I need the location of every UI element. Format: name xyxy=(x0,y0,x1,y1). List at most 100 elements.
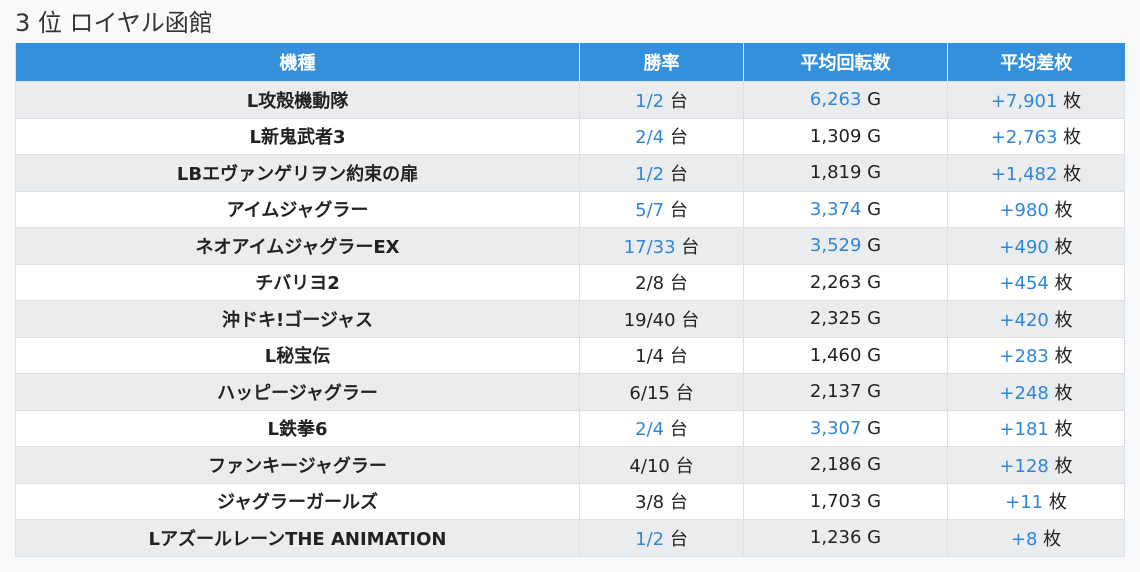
win-rate-cell: 3/8 台 xyxy=(579,482,744,520)
unit: G xyxy=(867,308,882,330)
unit: 台 xyxy=(681,309,700,331)
win-rate-cell: 1/2 台 xyxy=(579,81,744,119)
win-rate-cell: 2/8 台 xyxy=(579,263,744,301)
win-rate: 1/2 xyxy=(635,90,665,112)
win-rate: 2/4 xyxy=(635,127,665,149)
win-rate-cell: 1/4 台 xyxy=(579,336,744,374)
avg-diff-cell: +1,482 枚 xyxy=(947,154,1125,192)
machine-name[interactable]: ネオアイムジャグラーEX xyxy=(15,227,580,265)
machine-name[interactable]: ファンキージャグラー xyxy=(15,446,580,484)
table-row: ジャグラーガールズ 3/8 台 1,703 G +11 枚 xyxy=(15,482,1125,520)
avg-spins: 3,374 xyxy=(809,198,862,220)
avg-spins: 1,309 xyxy=(809,125,862,147)
unit: 枚 xyxy=(1043,528,1062,550)
avg-diff: +283 xyxy=(999,346,1049,368)
table-header: 機種 勝率 平均回転数 平均差枚 xyxy=(15,43,1125,82)
avg-spins-cell: 3,374 G xyxy=(743,190,948,228)
header-machine[interactable]: 機種 xyxy=(15,43,580,82)
avg-spins: 6,263 xyxy=(809,89,862,111)
avg-spins-cell: 3,307 G xyxy=(743,409,948,447)
unit: 枚 xyxy=(1054,382,1073,404)
avg-diff: +420 xyxy=(999,309,1049,331)
unit: G xyxy=(867,198,882,220)
avg-diff-cell: +2,763 枚 xyxy=(947,117,1125,155)
machine-name[interactable]: L鉄拳6 xyxy=(15,409,580,447)
unit: G xyxy=(867,344,882,366)
machine-ranking-table: 機種 勝率 平均回転数 平均差枚 L攻殻機動隊 1/2 台 6,263 G +7… xyxy=(15,43,1125,557)
win-rate-cell: 19/40 台 xyxy=(579,300,744,338)
table-row: ファンキージャグラー 4/10 台 2,186 G +128 枚 xyxy=(15,446,1125,484)
win-rate: 1/2 xyxy=(635,528,665,550)
avg-spins: 1,460 xyxy=(809,344,862,366)
win-rate-cell: 1/2 台 xyxy=(579,519,744,557)
win-rate: 2/4 xyxy=(635,419,665,441)
unit: G xyxy=(867,381,882,403)
unit: 枚 xyxy=(1054,309,1073,331)
table-row: アイムジャグラー 5/7 台 3,374 G +980 枚 xyxy=(15,190,1125,228)
unit: G xyxy=(867,527,882,549)
unit: 台 xyxy=(675,382,694,404)
machine-name[interactable]: LアズールレーンTHE ANIMATION xyxy=(15,519,580,557)
unit: 枚 xyxy=(1054,419,1073,441)
avg-diff-cell: +248 枚 xyxy=(947,373,1125,411)
win-rate-cell: 2/4 台 xyxy=(579,117,744,155)
unit: 枚 xyxy=(1054,455,1073,477)
avg-diff-cell: +490 枚 xyxy=(947,227,1125,265)
unit: 台 xyxy=(669,163,688,185)
win-rate: 1/4 xyxy=(635,346,665,368)
machine-name[interactable]: 沖ドキ!ゴージャス xyxy=(15,300,580,338)
unit: 台 xyxy=(669,200,688,222)
unit: 枚 xyxy=(1054,236,1073,258)
win-rate-cell: 5/7 台 xyxy=(579,190,744,228)
win-rate: 3/8 xyxy=(635,492,665,514)
unit: 台 xyxy=(669,492,688,514)
unit: G xyxy=(867,271,882,293)
win-rate-cell: 1/2 台 xyxy=(579,154,744,192)
avg-diff: +490 xyxy=(999,236,1049,258)
avg-spins-cell: 2,325 G xyxy=(743,300,948,338)
avg-spins: 2,325 xyxy=(809,308,862,330)
unit: G xyxy=(867,162,882,184)
avg-diff-cell: +7,901 枚 xyxy=(947,81,1125,119)
avg-diff-cell: +283 枚 xyxy=(947,336,1125,374)
avg-spins-cell: 1,236 G xyxy=(743,519,948,557)
unit: 台 xyxy=(669,528,688,550)
table-row: L新鬼武者3 2/4 台 1,309 G +2,763 枚 xyxy=(15,117,1125,155)
header-win-rate[interactable]: 勝率 xyxy=(579,43,744,82)
machine-name[interactable]: ハッピージャグラー xyxy=(15,373,580,411)
unit: 台 xyxy=(681,236,700,258)
avg-spins-cell: 6,263 G xyxy=(743,81,948,119)
unit: 台 xyxy=(669,346,688,368)
win-rate: 19/40 xyxy=(623,309,676,331)
machine-name[interactable]: L秘宝伝 xyxy=(15,336,580,374)
avg-diff-cell: +8 枚 xyxy=(947,519,1125,557)
machine-name[interactable]: L新鬼武者3 xyxy=(15,117,580,155)
avg-diff: +980 xyxy=(999,200,1049,222)
header-avg-spins[interactable]: 平均回転数 xyxy=(743,43,948,82)
table-row: LアズールレーンTHE ANIMATION 1/2 台 1,236 G +8 枚 xyxy=(15,519,1125,557)
avg-spins-cell: 1,703 G xyxy=(743,482,948,520)
page-title: 3 位 ロイヤル函館 xyxy=(15,9,213,37)
avg-spins-cell: 1,819 G xyxy=(743,154,948,192)
unit: G xyxy=(867,417,882,439)
machine-name[interactable]: アイムジャグラー xyxy=(15,190,580,228)
unit: G xyxy=(867,490,882,512)
win-rate: 2/8 xyxy=(635,273,665,295)
table-row: チバリヨ2 2/8 台 2,263 G +454 枚 xyxy=(15,263,1125,301)
unit: 枚 xyxy=(1063,163,1082,185)
win-rate-cell: 6/15 台 xyxy=(579,373,744,411)
avg-spins-cell: 1,309 G xyxy=(743,117,948,155)
machine-name[interactable]: L攻殻機動隊 xyxy=(15,81,580,119)
win-rate: 5/7 xyxy=(635,200,665,222)
machine-name[interactable]: チバリヨ2 xyxy=(15,263,580,301)
win-rate-cell: 2/4 台 xyxy=(579,409,744,447)
machine-name[interactable]: ジャグラーガールズ xyxy=(15,482,580,520)
unit: 枚 xyxy=(1048,492,1067,514)
table-row: L秘宝伝 1/4 台 1,460 G +283 枚 xyxy=(15,336,1125,374)
table-row: 沖ドキ!ゴージャス 19/40 台 2,325 G +420 枚 xyxy=(15,300,1125,338)
machine-name[interactable]: LBエヴァンゲリヲン約束の扉 xyxy=(15,154,580,192)
avg-diff-cell: +454 枚 xyxy=(947,263,1125,301)
header-avg-diff[interactable]: 平均差枚 xyxy=(947,43,1125,82)
win-rate: 1/2 xyxy=(635,163,665,185)
avg-spins-cell: 3,529 G xyxy=(743,227,948,265)
